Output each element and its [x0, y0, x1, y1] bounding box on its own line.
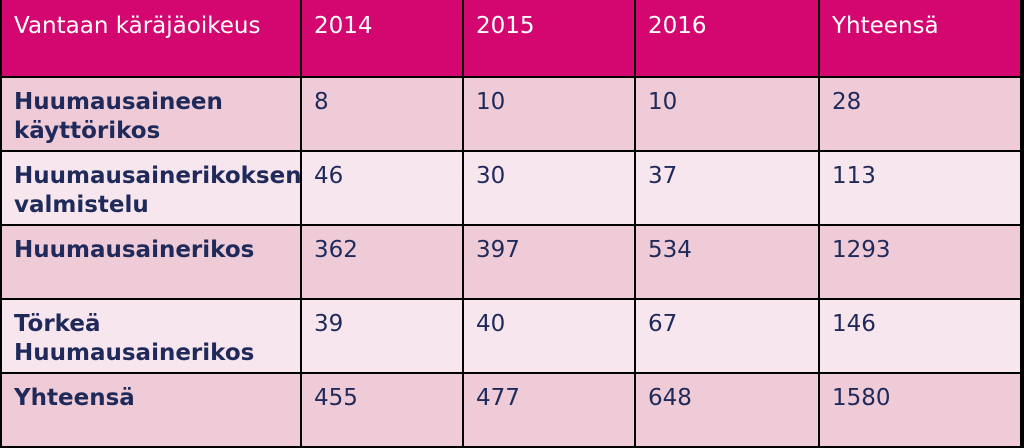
- row-label: Yhteensä: [2, 374, 300, 446]
- table-cell: 28: [820, 78, 1020, 150]
- table-cell: 113: [820, 152, 1020, 224]
- header-cell: 2015: [464, 0, 634, 76]
- table-cell: 397: [464, 226, 634, 298]
- table-cell: 1580: [820, 374, 1020, 446]
- table-cell: 10: [464, 78, 634, 150]
- table-cell: 67: [636, 300, 818, 372]
- table-cell: 1293: [820, 226, 1020, 298]
- table-cell: 40: [464, 300, 634, 372]
- header-cell: 2016: [636, 0, 818, 76]
- table-cell: 146: [820, 300, 1020, 372]
- header-cell: Vantaan käräjäoikeus: [2, 0, 300, 76]
- table-cell: 10: [636, 78, 818, 150]
- row-label: Huumausaineen käyttörikos: [2, 78, 300, 150]
- table-cell: 477: [464, 374, 634, 446]
- row-label: Törkeä Huumausainerikos: [2, 300, 300, 372]
- table-cell: 648: [636, 374, 818, 446]
- header-cell: Yhteensä: [820, 0, 1020, 76]
- header-cell: 2014: [302, 0, 462, 76]
- table-cell: 30: [464, 152, 634, 224]
- table-cell: 8: [302, 78, 462, 150]
- row-label: Huumausainerikos: [2, 226, 300, 298]
- table-cell: 362: [302, 226, 462, 298]
- table-cell: 534: [636, 226, 818, 298]
- row-label: Huumausainerikoksen valmistelu: [2, 152, 300, 224]
- table-cell: 39: [302, 300, 462, 372]
- table-cell: 455: [302, 374, 462, 446]
- table-cell: 46: [302, 152, 462, 224]
- table-cell: 37: [636, 152, 818, 224]
